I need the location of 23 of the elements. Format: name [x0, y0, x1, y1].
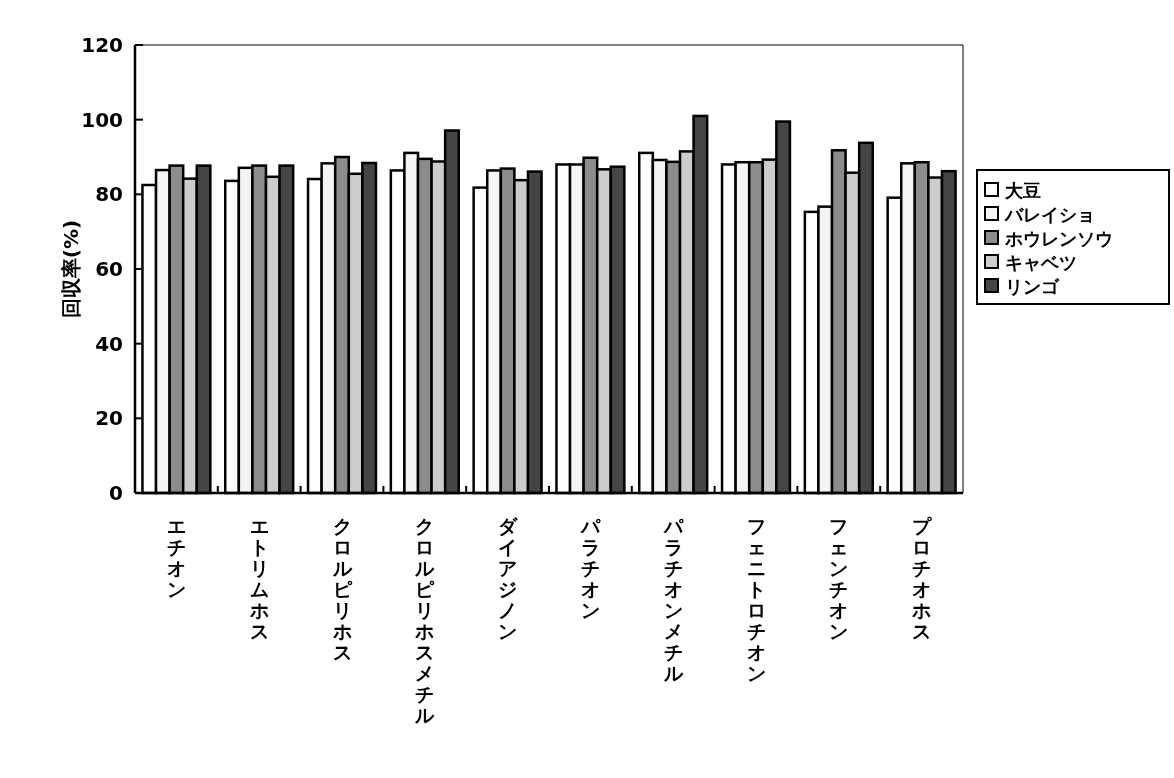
- x-tick-label: エチオン: [166, 515, 186, 600]
- y-axis-title: 回収率(%): [59, 219, 83, 319]
- y-tick-label: 0: [109, 481, 123, 505]
- y-tick-label: 40: [95, 331, 123, 356]
- x-tick-label: フェンチオン: [829, 515, 849, 642]
- y-tick-label: 20: [95, 406, 123, 431]
- x-tick-label: クロルピリホス: [331, 515, 353, 663]
- legend-label: 大豆: [1004, 180, 1041, 201]
- x-tick-label: パラチオンメチル: [662, 515, 684, 684]
- legend-label: リンゴ: [1005, 276, 1060, 297]
- legend-label: キャベツ: [1005, 252, 1077, 273]
- x-tick-label: プロチオホス: [911, 515, 933, 642]
- x-tick-label: パラチオン: [579, 515, 601, 621]
- x-tick-label: エトリムホス: [248, 515, 269, 642]
- y-tick-label: 120: [81, 33, 123, 57]
- x-tick-label: ダイアジノン: [498, 515, 519, 642]
- category-label: クロルピリホスメチル: [415, 515, 435, 726]
- y-tick-label: 80: [95, 182, 123, 207]
- legend-label: バレイショ: [1004, 204, 1095, 225]
- x-tick-label: フェニトロチオン: [746, 515, 766, 684]
- y-tick-label: 60: [95, 257, 123, 281]
- y-tick-label: 100: [81, 107, 123, 132]
- legend-label: ホウレンソウ: [1004, 228, 1113, 249]
